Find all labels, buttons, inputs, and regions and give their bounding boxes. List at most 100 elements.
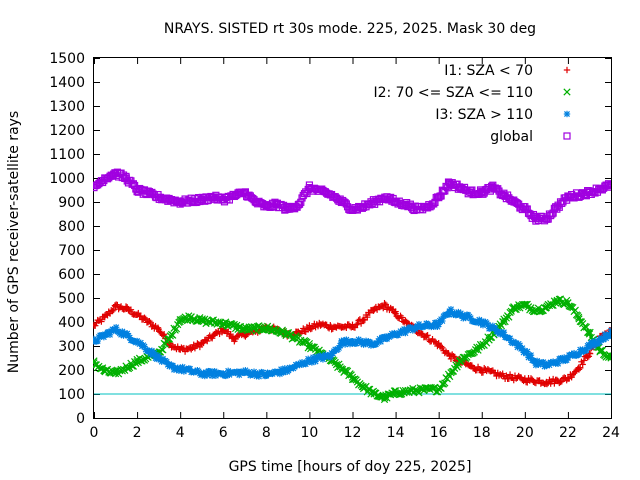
- series-marker: [230, 320, 238, 329]
- series-marker: [327, 322, 334, 329]
- series-marker: [526, 306, 534, 314]
- series-marker: [377, 338, 385, 345]
- series-marker: [527, 351, 535, 359]
- y-tick-label: 300: [58, 339, 85, 355]
- series-marker: [122, 303, 130, 310]
- series-marker: [380, 304, 387, 312]
- y-tick-label: 100: [58, 387, 85, 403]
- x-axis-label: GPS time [hours of doy 225, 2025]: [229, 459, 472, 475]
- y-tick-label: 1500: [49, 51, 85, 67]
- series-marker: [586, 350, 594, 357]
- series-marker: [583, 328, 592, 337]
- series-marker: [607, 180, 611, 188]
- y-tick-label: 500: [58, 291, 85, 307]
- x-tick-label: 2: [133, 425, 142, 441]
- series-marker: [204, 337, 211, 345]
- legend-label: I1: SZA < 70: [444, 63, 533, 79]
- series-marker: [201, 315, 209, 323]
- series-marker: [558, 378, 565, 385]
- series-marker: [297, 198, 305, 206]
- series-4: [93, 168, 611, 225]
- x-tick-label: 22: [559, 425, 577, 441]
- y-tick-label: 1000: [49, 171, 85, 187]
- series-marker: [506, 371, 514, 378]
- series-2: [93, 295, 611, 404]
- series-marker: [398, 314, 405, 321]
- series-layer: [93, 168, 611, 404]
- series-marker: [169, 331, 177, 339]
- legend: I1: SZA < 70 I2: 70 <= SZA <= 110 I3: SZA …: [373, 63, 571, 145]
- series-marker: [606, 332, 611, 340]
- series-marker: [439, 344, 446, 352]
- legend-label: global: [490, 129, 533, 145]
- series-marker: [476, 366, 483, 373]
- series-marker: [431, 338, 439, 345]
- series-marker: [441, 379, 449, 387]
- legend-label: I2: 70 <= SZA <= 110: [373, 85, 533, 101]
- series-marker: [418, 330, 425, 337]
- y-tick-label: 700: [58, 243, 85, 259]
- x-tick-label: 24: [602, 425, 620, 441]
- series-marker: [571, 306, 579, 314]
- y-tick-label: 800: [58, 219, 85, 235]
- y-tick-label: 1100: [49, 147, 85, 163]
- series-marker: [577, 364, 584, 372]
- series-marker: [381, 299, 388, 307]
- series-marker: [548, 301, 556, 309]
- series-marker: [467, 349, 475, 358]
- series-marker: [451, 353, 458, 361]
- series-marker: [160, 331, 168, 338]
- legend-marker: [563, 110, 571, 118]
- series-marker: [582, 323, 591, 331]
- series-marker: [352, 321, 360, 329]
- series-marker: [141, 314, 148, 321]
- series-marker: [128, 362, 136, 370]
- series-marker: [392, 308, 399, 315]
- y-tick-label: 900: [58, 195, 85, 211]
- series-marker: [424, 332, 431, 339]
- series-marker: [364, 313, 371, 321]
- series-marker: [137, 312, 144, 320]
- series-marker: [550, 297, 559, 305]
- series-marker: [557, 378, 564, 386]
- series-marker: [110, 306, 117, 313]
- series-marker: [124, 304, 131, 311]
- series-marker: [341, 366, 349, 375]
- series-marker: [580, 357, 588, 364]
- series-marker: [172, 325, 181, 333]
- series-marker: [437, 343, 445, 350]
- y-tick-label: 200: [58, 363, 85, 379]
- x-tick-label: 14: [387, 425, 405, 441]
- x-tick-label: 4: [176, 425, 185, 441]
- series-marker: [437, 384, 445, 392]
- legend-label: I3: SZA > 110: [435, 107, 533, 123]
- series-marker: [228, 334, 236, 341]
- series-marker: [127, 306, 135, 313]
- y-tick-label: 0: [76, 411, 85, 427]
- series-marker: [597, 346, 605, 355]
- series-marker: [109, 307, 116, 315]
- x-tick-label: 18: [473, 425, 491, 441]
- series-marker: [364, 385, 373, 393]
- series-marker: [439, 317, 446, 325]
- x-tick-label: 20: [516, 425, 534, 441]
- legend-marker: [563, 132, 571, 140]
- y-tick-label: 1400: [49, 75, 85, 91]
- series-marker: [450, 353, 457, 360]
- series-marker: [607, 327, 611, 334]
- y-tick-label: 1300: [49, 99, 85, 115]
- series-marker: [227, 330, 234, 338]
- x-tick-label: 6: [219, 425, 228, 441]
- series-marker: [579, 361, 586, 368]
- y-tick-label: 1200: [49, 123, 85, 139]
- x-tick-label: 10: [301, 425, 319, 441]
- series-marker: [151, 349, 158, 356]
- axis-ticks: 0 2 4 6 8 10 12 14 16 18 20 22 240100200300400500600…: [49, 51, 620, 441]
- x-tick-label: 8: [262, 425, 271, 441]
- x-tick-label: 16: [430, 425, 448, 441]
- series-marker: [159, 346, 167, 354]
- series-marker: [196, 343, 204, 351]
- series-marker: [492, 325, 499, 332]
- series-3: [93, 306, 611, 380]
